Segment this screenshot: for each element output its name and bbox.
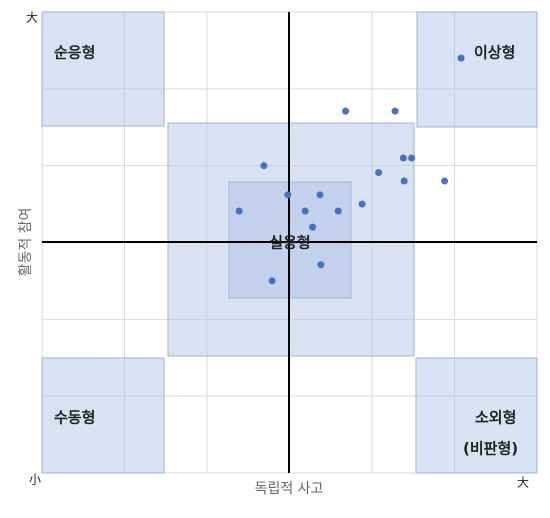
data-point xyxy=(342,107,350,115)
data-point xyxy=(301,207,309,215)
region-box xyxy=(416,11,538,128)
annotation: 소외형 xyxy=(475,409,516,427)
annotation: 순응형 xyxy=(54,44,95,62)
annotation: 이상형 xyxy=(474,44,515,62)
data-point xyxy=(391,107,399,115)
y-max-label: 大 xyxy=(26,11,38,25)
x-max-label: 大 xyxy=(517,476,529,490)
data-point xyxy=(334,207,342,215)
region-box xyxy=(41,11,165,127)
data-point xyxy=(457,54,465,62)
data-point xyxy=(260,162,268,170)
points xyxy=(235,54,465,285)
data-point xyxy=(358,200,366,208)
data-point xyxy=(399,154,407,162)
data-point xyxy=(309,223,317,231)
annotation: 실용형 xyxy=(269,234,310,252)
data-point xyxy=(268,277,276,285)
annotation: (비판형) xyxy=(463,440,518,458)
region-box xyxy=(415,357,538,474)
data-point xyxy=(284,191,292,199)
annotation: 수동형 xyxy=(54,409,95,427)
data-point xyxy=(316,191,324,199)
origin-label: 小 xyxy=(29,473,41,487)
region-box xyxy=(41,357,165,474)
data-point xyxy=(317,261,325,269)
data-point xyxy=(441,177,449,185)
x-axis-title: 독립적 사고 xyxy=(255,481,324,497)
data-point xyxy=(375,169,383,177)
y-axis-title: 활동적 참여 xyxy=(18,208,34,277)
data-point xyxy=(400,177,408,185)
data-point xyxy=(235,207,243,215)
data-point xyxy=(408,154,416,162)
